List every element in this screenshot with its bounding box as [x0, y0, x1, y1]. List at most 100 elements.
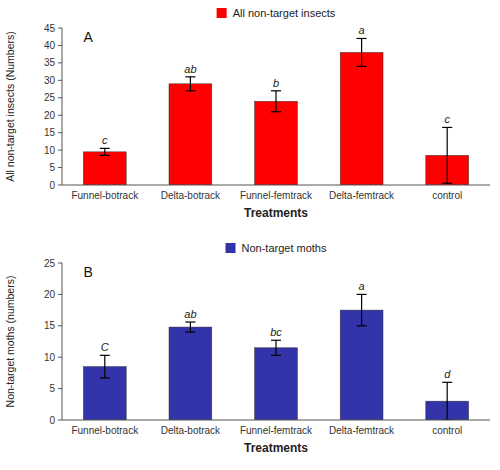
y-axis: [62, 263, 63, 420]
error-stem: [104, 148, 105, 155]
y-tick-label: 25: [44, 258, 56, 269]
y-tick: [58, 62, 62, 63]
y-tick-label: 5: [49, 383, 55, 394]
significance-label: b: [273, 77, 279, 89]
error-cap: [100, 377, 110, 378]
error-cap: [185, 331, 195, 332]
panel-label: B: [83, 264, 92, 280]
y-tick-label: 45: [44, 23, 56, 34]
error-bar: [442, 382, 452, 420]
figure: cabbac051015202530354045Funnel-botrackDe…: [0, 0, 500, 470]
x-tick-label: Funnel-femtrack: [240, 190, 313, 201]
y-tick: [58, 294, 62, 295]
panel-label: A: [83, 29, 93, 45]
y-tick-label: 35: [44, 57, 56, 68]
error-stem: [275, 91, 276, 112]
x-axis: [62, 185, 490, 186]
error-stem: [447, 382, 448, 420]
y-tick-label: 15: [44, 127, 56, 138]
bar: [83, 152, 126, 185]
error-stem: [104, 355, 105, 378]
y-tick: [58, 263, 62, 264]
y-axis-label: All non-target insects (Numbers): [4, 31, 16, 182]
marks: [83, 38, 468, 185]
legend-swatch: [217, 8, 227, 18]
error-cap: [357, 325, 367, 326]
error-stem: [361, 294, 362, 325]
x-tick-label: Delta-femtrack: [329, 425, 395, 436]
y-tick-label: 30: [44, 75, 56, 86]
error-cap: [100, 155, 110, 156]
error-bar: [185, 322, 195, 332]
y-tick-label: 0: [49, 415, 55, 426]
bar: [169, 327, 212, 420]
panel: cabbac051015202530354045Funnel-botrackDe…: [4, 7, 490, 220]
bar: [340, 52, 383, 185]
legend: All non-target insects: [217, 7, 336, 19]
significance-label: bc: [270, 326, 282, 338]
error-stem: [447, 127, 448, 183]
error-stem: [190, 77, 191, 91]
error-cap: [271, 340, 281, 341]
error-bar: [185, 77, 195, 91]
y-tick: [58, 150, 62, 151]
error-cap: [442, 382, 452, 383]
significance-label: c: [102, 134, 108, 146]
y-axis: [62, 28, 63, 185]
y-tick: [58, 325, 62, 326]
y-tick: [58, 388, 62, 389]
error-bar: [357, 38, 367, 66]
y-tick-label: 0: [49, 180, 55, 191]
error-cap: [100, 148, 110, 149]
error-bar: [357, 294, 367, 325]
error-cap: [100, 355, 110, 356]
legend-label: All non-target insects: [233, 7, 336, 19]
y-tick-label: 10: [44, 352, 56, 363]
y-tick: [58, 97, 62, 98]
significance-label: C: [101, 341, 109, 353]
legend: Non-target moths: [226, 242, 327, 254]
x-axis: [62, 420, 490, 421]
x-tick-label: control: [432, 190, 462, 201]
legend-label: Non-target moths: [242, 242, 327, 254]
y-tick: [58, 115, 62, 116]
error-stem: [190, 322, 191, 332]
y-tick: [58, 357, 62, 358]
significance-label: a: [359, 24, 365, 36]
error-cap: [357, 38, 367, 39]
y-tick-label: 25: [44, 92, 56, 103]
significance-label: c: [444, 113, 450, 125]
y-tick-label: 20: [44, 110, 56, 121]
error-bar: [271, 340, 281, 355]
y-tick: [58, 132, 62, 133]
error-cap: [185, 321, 195, 322]
x-axis-label: Treatments: [244, 206, 308, 220]
bar: [255, 348, 298, 420]
error-bar: [100, 355, 110, 378]
bar: [255, 101, 298, 185]
error-cap: [185, 90, 195, 91]
y-tick-label: 5: [49, 162, 55, 173]
marks: [83, 294, 468, 420]
legend-swatch: [226, 243, 236, 253]
error-bar: [271, 91, 281, 112]
error-cap: [185, 76, 195, 77]
x-tick-label: Delta-botrack: [161, 190, 221, 201]
x-tick-label: Funnel-botrack: [71, 190, 139, 201]
x-tick-label: control: [432, 425, 462, 436]
error-cap: [271, 111, 281, 112]
error-cap: [442, 183, 452, 184]
significance-label: d: [444, 368, 451, 380]
error-stem: [361, 38, 362, 66]
y-tick: [58, 167, 62, 168]
error-cap: [442, 127, 452, 128]
error-bar: [100, 148, 110, 155]
significance-label: ab: [184, 308, 196, 320]
panel: Cabbcad0510152025Funnel-botrackDelta-bot…: [4, 242, 490, 455]
x-tick-label: Funnel-botrack: [71, 425, 139, 436]
x-axis-label: Treatments: [244, 441, 308, 455]
x-tick-label: Delta-botrack: [161, 425, 221, 436]
y-tick: [58, 80, 62, 81]
y-tick-label: 15: [44, 320, 56, 331]
significance-label: ab: [184, 63, 196, 75]
